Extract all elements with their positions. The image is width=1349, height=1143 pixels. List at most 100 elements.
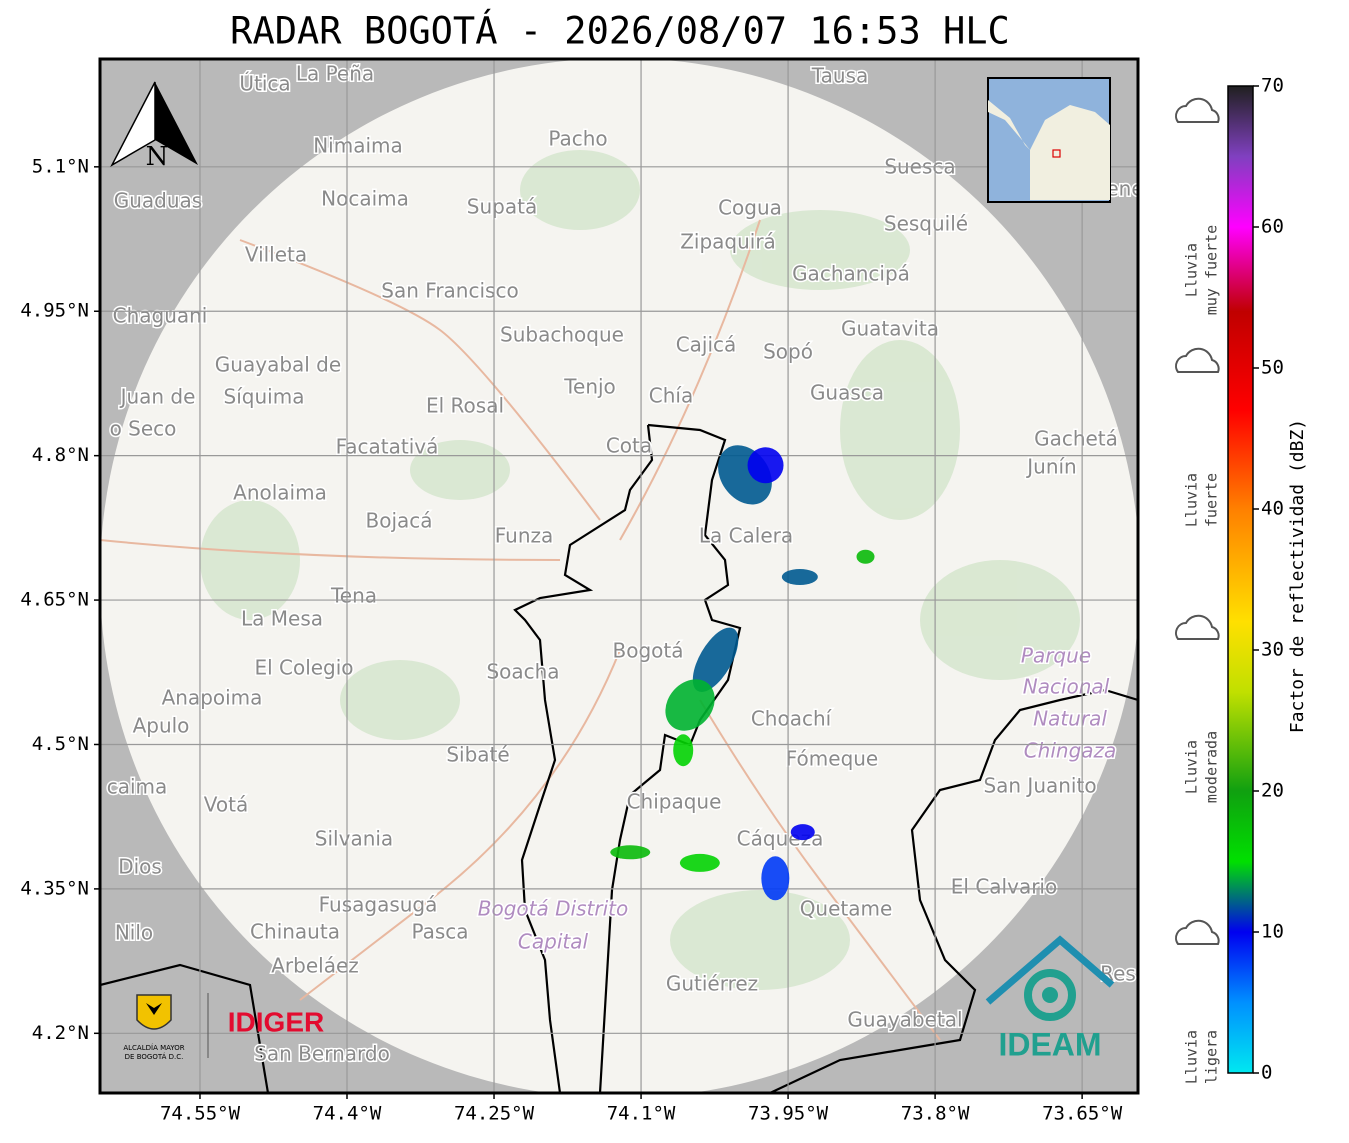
logo-ideam-text: IDEAM — [998, 1026, 1101, 1062]
intensity-label: ligera — [1203, 1030, 1221, 1084]
place-label: La Calera — [699, 524, 793, 548]
terrain — [200, 150, 1080, 990]
x-tick-label: 73.8°W — [901, 1103, 970, 1125]
place-label: Natural — [1033, 707, 1107, 731]
colorbar-tick-label: 70 — [1261, 75, 1284, 97]
north-label: N — [146, 142, 169, 172]
place-label: El Rosal — [426, 394, 504, 418]
echo — [781, 568, 818, 585]
place-label: Quetame — [800, 897, 893, 921]
place-label: Nacional — [1023, 675, 1110, 699]
place-label: Supatá — [467, 195, 537, 219]
place-label: Fómeque — [786, 747, 879, 771]
place-label: Anapoima — [162, 686, 263, 710]
place-label: Chía — [649, 384, 693, 408]
place-label: Síquima — [224, 385, 305, 409]
colorbar-scale — [1227, 85, 1254, 1074]
place-label: Nimaima — [313, 134, 403, 158]
echo — [679, 853, 720, 872]
x-tick-label: 74.55°W — [160, 1103, 241, 1125]
intensity-label: Lluvia — [1183, 243, 1201, 297]
place-label: Guaduas — [114, 189, 202, 213]
intensity-label: moderada — [1203, 731, 1221, 803]
place-label: Silvania — [315, 827, 393, 851]
place-label: Dios — [118, 855, 162, 879]
place-label: Guayabetal — [847, 1008, 962, 1032]
place-label: El Colegio — [254, 656, 353, 680]
inset-map — [987, 77, 1111, 203]
place-label: Villeta — [245, 243, 307, 267]
x-tick-label: 74.1°W — [607, 1103, 676, 1125]
logo-alcaldia: ALCALDÍA MAYOR DE BOGOTÁ D.C. IDIGER — [123, 993, 324, 1061]
logo-caption: DE BOGOTÁ D.C. — [125, 1052, 184, 1061]
place-label: Cogua — [718, 196, 782, 220]
place-label: Zipaquirá — [680, 230, 776, 254]
place-label: Chingaza — [1024, 739, 1117, 763]
y-tick-label: 4.35°N — [20, 877, 89, 899]
place-label: Pasca — [411, 920, 468, 944]
intensity-label: Lluvia — [1183, 473, 1201, 527]
place-label: Fusagasugá — [319, 893, 438, 917]
place-label: Guayabal de — [215, 353, 341, 377]
place-label: o Seco — [110, 417, 177, 441]
place-label: Gachetá — [1034, 427, 1118, 451]
colorbar-tick-label: 60 — [1261, 216, 1284, 238]
place-label: Choachí — [751, 707, 833, 731]
echo — [747, 447, 784, 484]
place-label: San Bernardo — [254, 1042, 390, 1066]
place-label: Guasca — [810, 381, 884, 405]
colorbar-label: Factor de reflectividad (dBZ) — [1287, 419, 1308, 733]
place-label: Tausa — [811, 64, 869, 88]
place-label: Útica — [239, 72, 290, 96]
echo — [761, 856, 790, 901]
echo — [610, 845, 651, 860]
intensity-label: fuerte — [1203, 473, 1221, 527]
roads — [100, 219, 941, 1041]
colorbar-tick-label: 40 — [1261, 498, 1284, 520]
place-label: Tenjo — [563, 375, 616, 399]
place-label: Soacha — [486, 660, 559, 684]
colorbar-tick-label: 50 — [1261, 357, 1284, 379]
chart-title: RADAR BOGOTÁ - 2026/08/07 16:53 HLC — [230, 9, 1010, 53]
echo — [665, 679, 715, 731]
colorbar-tick-label: 0 — [1261, 1062, 1272, 1084]
place-label: Parque — [1021, 644, 1091, 668]
intensity-label: muy fuerte — [1203, 225, 1221, 315]
cloud-icon — [1175, 97, 1220, 123]
place-label: Sesquilé — [884, 212, 968, 236]
colorbar-tick-label: 30 — [1261, 639, 1284, 661]
y-tick-label: 4.65°N — [20, 589, 89, 611]
place-label: Guatavita — [841, 317, 939, 341]
place-labels: Útica La Peña Tausa Pacho Nimaima Guaduas Noca… — [105, 60, 1138, 1067]
axes: 74.55°W 74.4°W 74.25°W 74.1°W 73.95°W 73.8°W 7… — [20, 155, 1122, 1124]
place-label: Facatativá — [336, 435, 439, 459]
place-label: Apulo — [133, 714, 190, 738]
x-tick-label: 73.95°W — [748, 1103, 829, 1125]
boundaries — [100, 423, 1138, 1093]
colorbar: Factor de reflectividad (dBZ) 0 10 20 30 40 5… — [1227, 75, 1308, 1084]
map-frame — [98, 57, 1140, 1095]
place-label: San Francisco — [381, 279, 518, 303]
echo — [790, 824, 815, 841]
place-label: Gachancipá — [792, 262, 910, 286]
place-label: Tena — [330, 584, 377, 608]
intensity-label: Lluvia — [1183, 1030, 1201, 1084]
place-label: Junín — [1025, 455, 1076, 479]
cloud-icon — [1175, 347, 1220, 373]
colorbar-tick-label: 20 — [1261, 780, 1284, 802]
place-label: Votá — [204, 793, 248, 817]
echo — [673, 734, 694, 767]
place-label: La Peña — [296, 62, 374, 86]
logo-caption: ALCALDÍA MAYOR — [123, 1043, 184, 1052]
grid — [100, 59, 1138, 1093]
place-label: Nilo — [115, 921, 153, 945]
y-tick-label: 4.8°N — [32, 444, 89, 466]
place-label: Anolaima — [233, 481, 327, 505]
cloud-icon — [1175, 919, 1220, 945]
place-label: Funza — [495, 524, 554, 548]
echo — [856, 549, 875, 564]
logo-idiger: IDIGER — [228, 1006, 324, 1037]
place-label: caima — [107, 775, 168, 799]
place-label: Chaguani — [113, 304, 208, 328]
